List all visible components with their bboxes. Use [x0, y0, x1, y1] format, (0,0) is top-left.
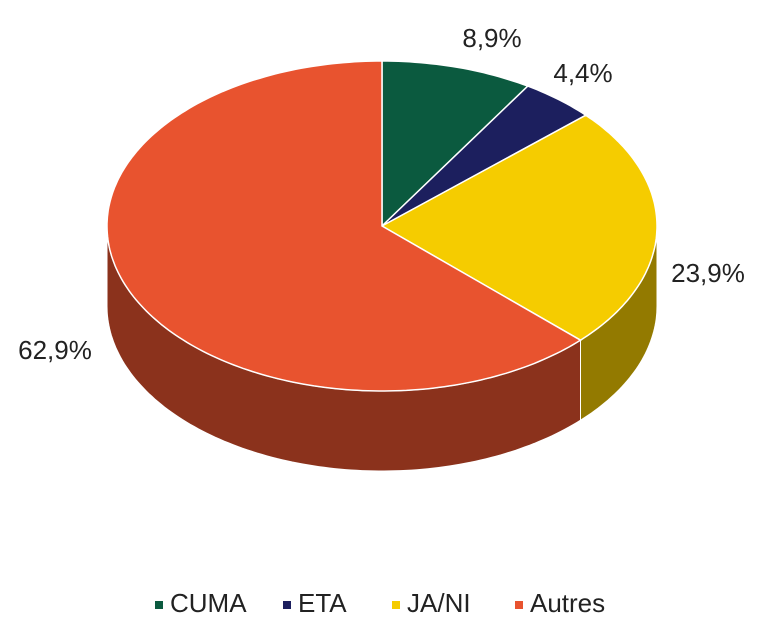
- data-label: 4,4%: [553, 58, 612, 88]
- pie-slice: [381, 85, 588, 227]
- legend-swatch: [515, 601, 523, 609]
- data-label: 62,9%: [18, 335, 92, 365]
- pie-slice: [106, 60, 582, 392]
- pie-slice: [380, 114, 658, 342]
- data-label: 23,9%: [671, 258, 745, 288]
- legend-label: JA/NI: [407, 588, 471, 618]
- legend-swatch: [155, 601, 163, 609]
- legend-swatch: [283, 601, 291, 609]
- legend-label: CUMA: [170, 588, 247, 618]
- legend-label: ETA: [298, 588, 347, 618]
- pie-slice: [381, 60, 530, 228]
- legend-label: Autres: [530, 588, 605, 618]
- legend-swatch: [392, 601, 400, 609]
- data-label: 8,9%: [462, 23, 521, 53]
